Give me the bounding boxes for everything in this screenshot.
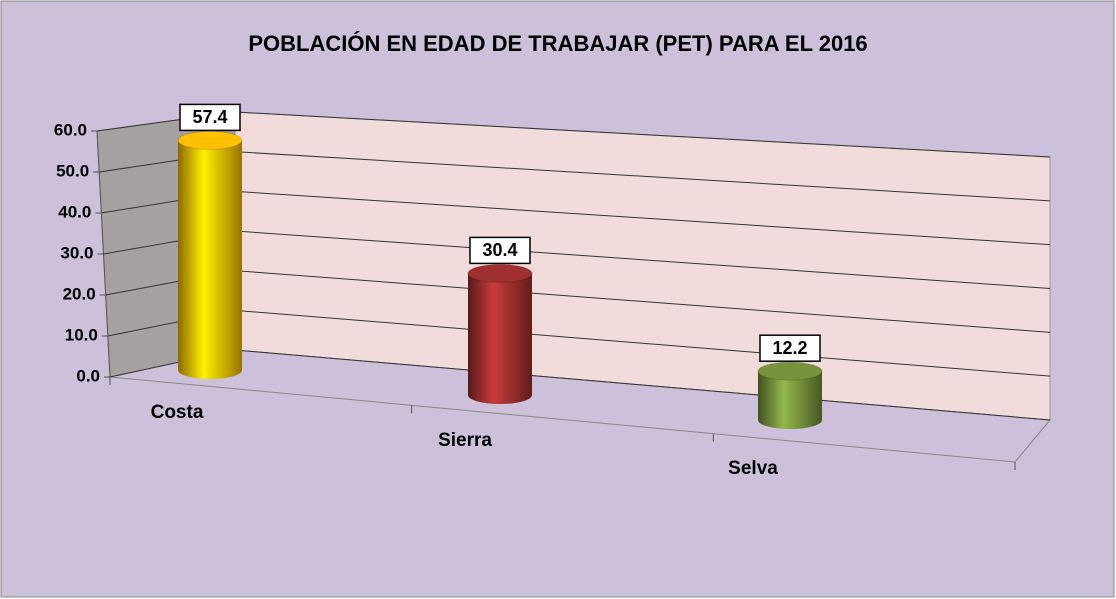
data-label: 57.4: [192, 107, 227, 127]
bar-top: [467, 263, 533, 283]
bar: [178, 140, 242, 370]
data-label-box: [179, 103, 241, 132]
y-tick-label: 10.0: [65, 325, 98, 344]
y-tick-label: 40.0: [58, 202, 91, 221]
grid-line: [234, 111, 1051, 158]
y-tick-label: 50.0: [56, 161, 89, 180]
data-label-box: [759, 334, 821, 362]
bar-top: [757, 361, 823, 381]
data-label: 12.2: [772, 338, 807, 358]
x-tick-label: Costa: [151, 402, 204, 423]
grid-line: [234, 230, 1051, 289]
data-label: 30.4: [482, 240, 517, 260]
x-tick-label: Sierra: [438, 430, 492, 451]
y-tick-label: 60.0: [54, 120, 87, 139]
y-tick-label: 0.0: [76, 366, 100, 385]
x-tick-label: Selva: [728, 458, 778, 479]
grid-line: [234, 270, 1051, 333]
data-label-box: [469, 236, 531, 265]
y-axis: [96, 130, 111, 378]
bar-top: [177, 130, 243, 150]
y-tick-label: 20.0: [63, 284, 96, 303]
grid-line: [234, 349, 1051, 421]
grid-line: [234, 190, 1051, 246]
chart-title: POBLACIÓN EN EDAD DE TRABAJAR (PET) PARA…: [248, 31, 867, 56]
bar: [468, 273, 532, 395]
grid-line: [234, 151, 1051, 202]
grid-line: [234, 309, 1051, 377]
y-tick-label: 30.0: [60, 243, 93, 262]
